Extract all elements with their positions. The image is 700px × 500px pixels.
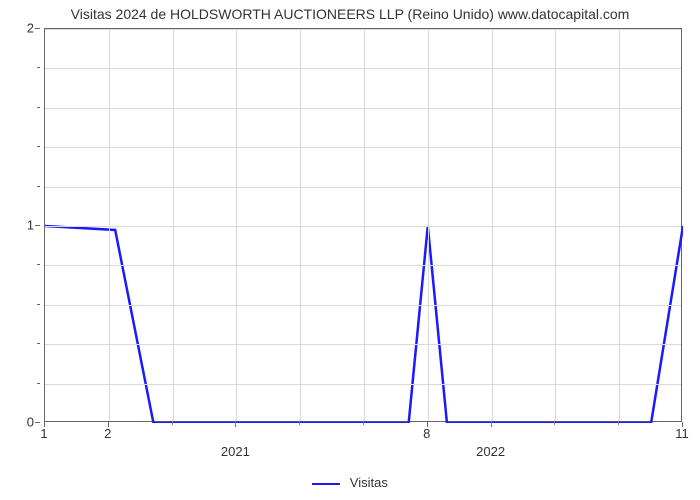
y-axis-label: 2 [27,21,34,36]
x-axis-year-label: 2021 [221,444,250,459]
chart-title: Visitas 2024 de HOLDSWORTH AUCTIONEERS L… [0,0,700,30]
plot-area [44,28,682,422]
y-axis-label: 1 [27,218,34,233]
legend: Visitas [0,475,700,490]
legend-swatch [312,483,340,485]
x-axis-label: 2 [104,426,111,441]
y-axis-label: 0 [27,415,34,430]
legend-label: Visitas [350,475,388,490]
x-axis-label: 8 [423,426,430,441]
x-axis-year-label: 2022 [476,444,505,459]
y-axis: 012 [0,28,40,422]
chart-container: Visitas 2024 de HOLDSWORTH AUCTIONEERS L… [0,0,700,500]
x-axis-label: 1 [40,426,47,441]
x-axis-label: 11 [675,426,689,441]
